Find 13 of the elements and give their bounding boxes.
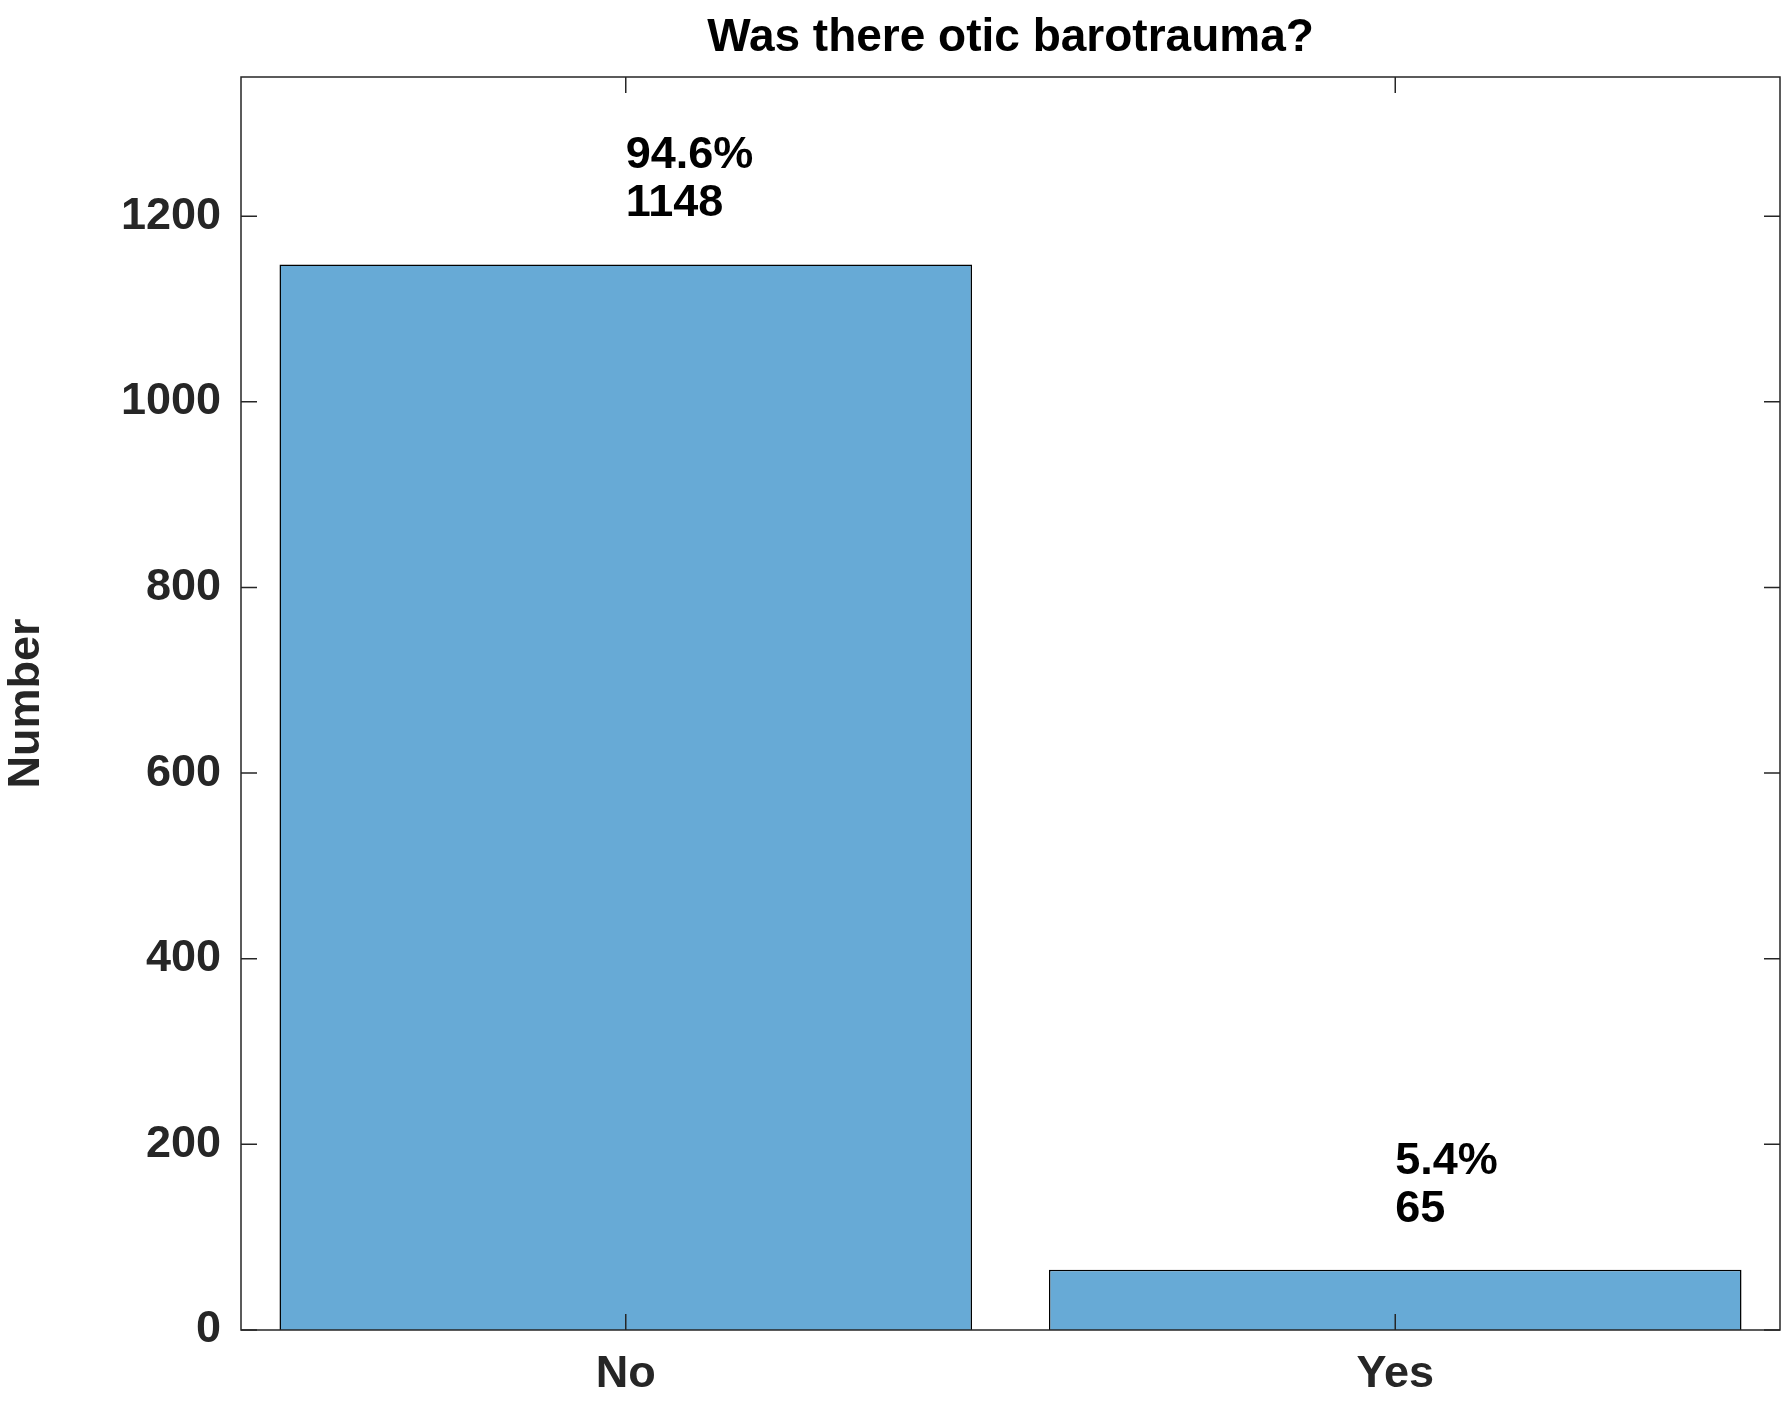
- x-tick-label: Yes: [1356, 1346, 1435, 1398]
- y-tick-label: 800: [145, 558, 221, 610]
- x-tick-label: No: [595, 1346, 656, 1398]
- data-label: 94.6% 1148: [625, 127, 754, 227]
- y-tick-label: 0: [195, 1301, 221, 1353]
- chart-title: Was there otic barotrauma?: [707, 8, 1314, 61]
- y-axis-title: Number: [0, 618, 50, 789]
- data-label: 5.4% 65: [1395, 1132, 1498, 1232]
- y-tick-label: 400: [145, 930, 221, 982]
- y-tick-label: 1000: [120, 373, 221, 425]
- y-tick-label: 200: [145, 1115, 221, 1167]
- y-tick-label: 1200: [120, 187, 221, 239]
- y-tick-label: 600: [145, 744, 221, 796]
